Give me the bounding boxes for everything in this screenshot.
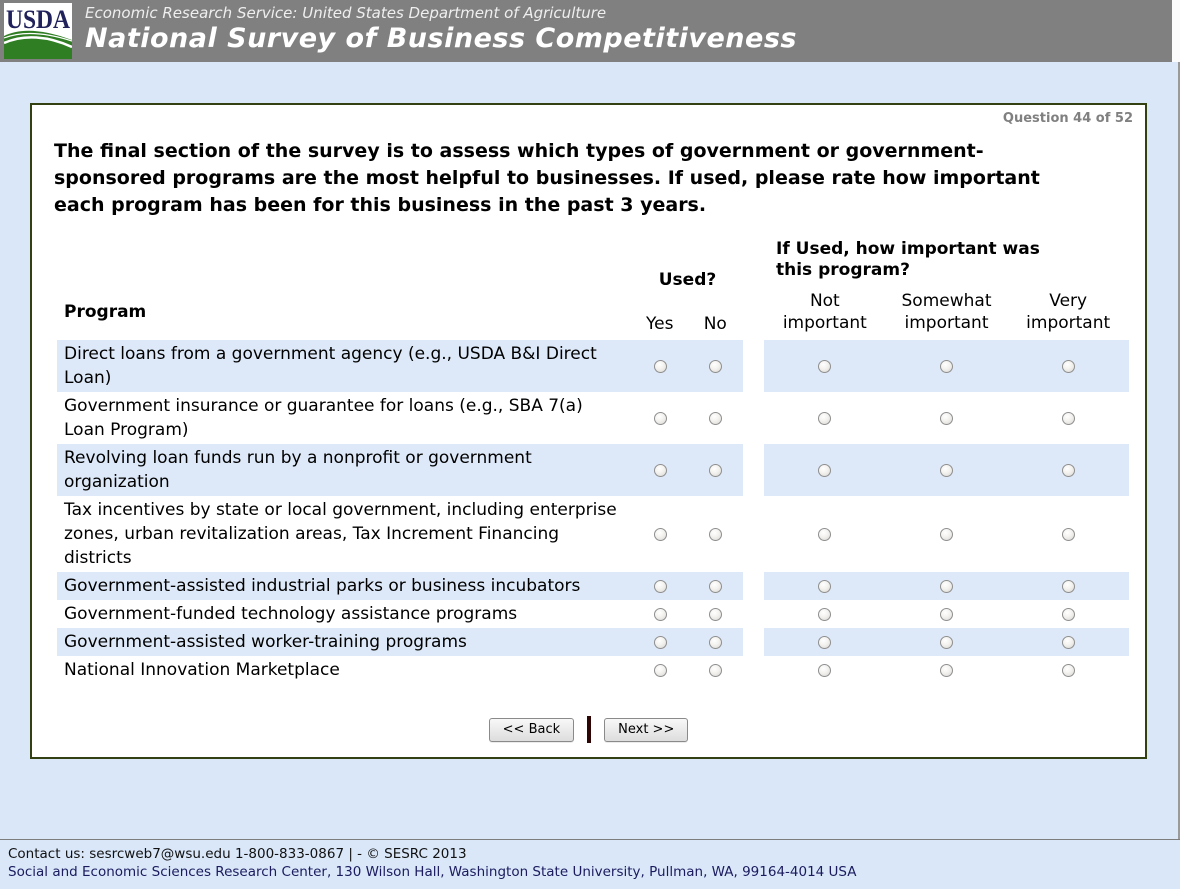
radio-not-important[interactable] xyxy=(818,527,832,541)
footer-contact: Contact us: sesrcweb7@wsu.edu 1-800-833-… xyxy=(8,846,467,862)
radio-used-no[interactable] xyxy=(709,663,722,677)
radio-somewhat-important[interactable] xyxy=(940,527,953,541)
radio-not-important[interactable] xyxy=(818,663,832,677)
yes-column-header: Yes xyxy=(646,314,674,334)
column-gap xyxy=(743,340,764,392)
table-row: Tax incentives by state or local governm… xyxy=(57,496,1129,572)
question-text: The final section of the survey is to as… xyxy=(54,140,1040,216)
column-gap xyxy=(743,656,764,684)
radio-used-no[interactable] xyxy=(709,463,722,477)
radio-very-important[interactable] xyxy=(1061,359,1075,373)
program-label: Tax incentives by state or local governm… xyxy=(64,500,617,568)
radio-very-important[interactable] xyxy=(1061,663,1075,677)
radio-used-yes[interactable] xyxy=(653,579,667,593)
column-gap xyxy=(743,496,764,572)
survey-panel: Question 44 of 52 The final section of t… xyxy=(30,103,1147,759)
question-counter: Question 44 of 52 xyxy=(1002,111,1133,126)
column-gap xyxy=(743,444,764,496)
column-gap xyxy=(743,392,764,444)
radio-used-no[interactable] xyxy=(709,411,722,425)
table-row: National Innovation Marketplace xyxy=(57,656,1129,684)
usda-logo: USDA xyxy=(4,3,72,59)
back-button[interactable]: << Back xyxy=(488,717,575,742)
column-gap xyxy=(743,600,764,628)
usda-logo-text: USDA xyxy=(6,5,70,34)
radio-very-important[interactable] xyxy=(1061,527,1075,541)
agency-line: Economic Research Service: United States… xyxy=(85,4,607,22)
radio-used-yes[interactable] xyxy=(653,635,667,649)
button-divider xyxy=(587,716,592,743)
radio-used-no[interactable] xyxy=(709,635,722,649)
program-label: Government insurance or guarantee for lo… xyxy=(64,396,583,440)
radio-used-yes[interactable] xyxy=(653,463,667,477)
radio-somewhat-important[interactable] xyxy=(940,579,953,593)
table-row: Revolving loan funds run by a nonprofit … xyxy=(57,444,1129,496)
used-header: Used? xyxy=(658,270,717,290)
radio-very-important[interactable] xyxy=(1061,579,1075,593)
radio-somewhat-important[interactable] xyxy=(940,359,953,373)
survey-title: National Survey of Business Competitiven… xyxy=(85,23,797,54)
program-table: Program Used? Yes No If Used, how import… xyxy=(57,239,1129,684)
footer-address: Social and Economic Sciences Research Ce… xyxy=(8,864,857,880)
program-label: Government-assisted industrial parks or … xyxy=(64,576,581,596)
program-label: National Innovation Marketplace xyxy=(64,660,340,680)
table-row: Government-assisted industrial parks or … xyxy=(57,572,1129,600)
radio-somewhat-important[interactable] xyxy=(940,607,953,621)
radio-used-no[interactable] xyxy=(709,359,722,373)
table-row: Direct loans from a government agency (e… xyxy=(57,340,1129,392)
table-header: Program Used? Yes No If Used, how import… xyxy=(57,239,1129,340)
next-button[interactable]: Next >> xyxy=(604,717,689,742)
radio-not-important[interactable] xyxy=(818,607,832,621)
page-footer: Contact us: sesrcweb7@wsu.edu 1-800-833-… xyxy=(0,839,1180,889)
radio-used-yes[interactable] xyxy=(653,607,667,621)
radio-used-no[interactable] xyxy=(709,527,722,541)
no-column-header: No xyxy=(703,314,727,334)
used-column-group: Used? Yes No xyxy=(632,270,743,334)
program-column-header: Program xyxy=(64,302,147,322)
program-label: Revolving loan funds run by a nonprofit … xyxy=(64,448,532,492)
column-gap xyxy=(743,572,764,600)
radio-very-important[interactable] xyxy=(1061,463,1075,477)
radio-somewhat-important[interactable] xyxy=(940,411,953,425)
scrollbar-notch xyxy=(1172,0,1180,62)
radio-used-no[interactable] xyxy=(709,607,722,621)
somewhat-important-column-header: Somewhat important xyxy=(901,291,992,333)
importance-column-group: If Used, how important was this program?… xyxy=(764,239,1129,334)
program-label: Direct loans from a government agency (e… xyxy=(64,344,597,388)
program-label: Government-funded technology assistance … xyxy=(64,604,518,624)
radio-somewhat-important[interactable] xyxy=(940,635,953,649)
program-label: Government-assisted worker-training prog… xyxy=(64,632,467,652)
radio-somewhat-important[interactable] xyxy=(940,463,953,477)
table-row: Government-assisted worker-training prog… xyxy=(57,628,1129,656)
radio-somewhat-important[interactable] xyxy=(940,663,953,677)
radio-used-yes[interactable] xyxy=(653,527,667,541)
radio-very-important[interactable] xyxy=(1061,635,1075,649)
nav-buttons: << Back Next >> xyxy=(32,716,1145,743)
column-gap xyxy=(743,628,764,656)
radio-very-important[interactable] xyxy=(1061,607,1075,621)
radio-very-important[interactable] xyxy=(1061,411,1075,425)
radio-not-important[interactable] xyxy=(818,411,832,425)
table-row: Government insurance or guarantee for lo… xyxy=(57,392,1129,444)
table-row: Government-funded technology assistance … xyxy=(57,600,1129,628)
radio-not-important[interactable] xyxy=(818,635,832,649)
page-header: USDA Economic Research Service: United S… xyxy=(0,0,1180,62)
radio-used-yes[interactable] xyxy=(653,663,667,677)
radio-used-no[interactable] xyxy=(709,579,722,593)
radio-not-important[interactable] xyxy=(818,359,832,373)
radio-used-yes[interactable] xyxy=(653,359,667,373)
radio-used-yes[interactable] xyxy=(653,411,667,425)
window-edge xyxy=(1178,62,1180,889)
radio-not-important[interactable] xyxy=(818,463,832,477)
radio-not-important[interactable] xyxy=(818,579,832,593)
importance-header: If Used, how important was this program? xyxy=(776,239,1040,280)
very-important-column-header: Very important xyxy=(1026,291,1111,333)
not-important-column-header: Not important xyxy=(782,291,867,333)
